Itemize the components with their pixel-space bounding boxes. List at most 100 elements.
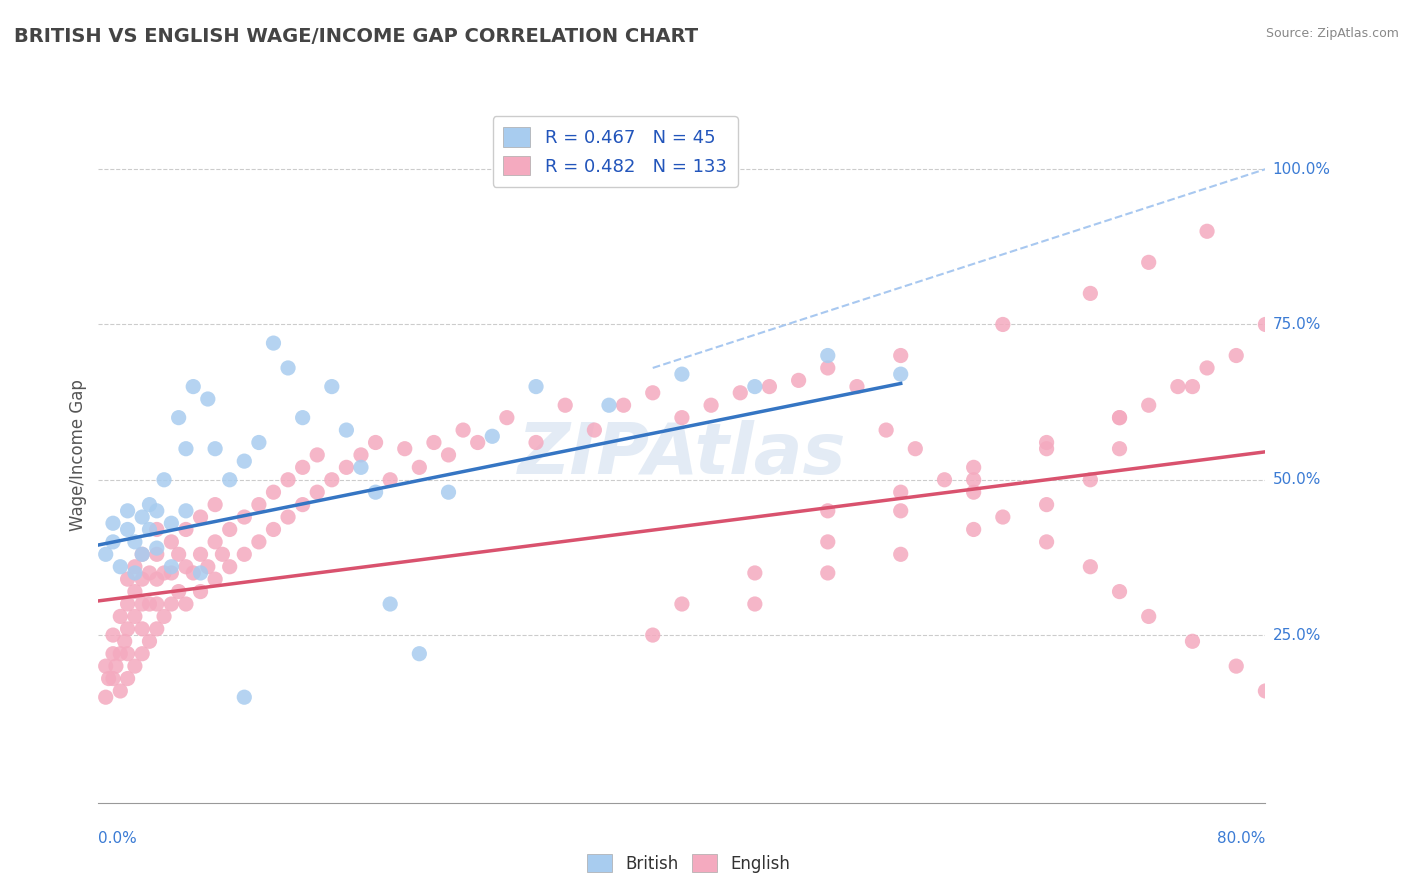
Point [167, 584, 190, 599]
Point [817, 566, 839, 580]
Point [307, 448, 329, 462]
Point [160, 566, 183, 580]
Point [890, 367, 912, 381]
Point [1167, 379, 1189, 393]
Point [233, 547, 256, 561]
Text: Source: ZipAtlas.com: Source: ZipAtlas.com [1265, 27, 1399, 40]
Point [204, 498, 226, 512]
Point [524, 379, 547, 393]
Point [94, 690, 117, 705]
Point [153, 473, 176, 487]
Point [962, 473, 984, 487]
Point [181, 566, 204, 580]
Point [467, 435, 489, 450]
Point [117, 647, 139, 661]
Point [160, 597, 183, 611]
Point [174, 523, 197, 537]
Point [218, 523, 240, 537]
Point [1195, 361, 1218, 376]
Point [641, 628, 664, 642]
Point [1181, 379, 1204, 393]
Point [671, 367, 693, 381]
Point [321, 379, 343, 393]
Point [190, 584, 212, 599]
Point [1181, 634, 1204, 648]
Point [146, 541, 169, 555]
Point [138, 634, 160, 648]
Point [524, 435, 547, 450]
Point [117, 504, 139, 518]
Point [583, 423, 606, 437]
Point [451, 423, 474, 437]
Point [104, 659, 127, 673]
Point [233, 510, 256, 524]
Point [124, 584, 146, 599]
Text: 75.0%: 75.0% [1272, 317, 1322, 332]
Point [1108, 584, 1130, 599]
Point [277, 473, 299, 487]
Point [124, 566, 146, 580]
Point [817, 349, 839, 363]
Point [146, 547, 169, 561]
Legend: British, English: British, English [581, 847, 797, 880]
Point [190, 547, 212, 561]
Point [211, 547, 233, 561]
Point [321, 473, 343, 487]
Point [101, 628, 124, 642]
Text: 80.0%: 80.0% [1218, 830, 1265, 846]
Point [146, 572, 169, 586]
Point [307, 485, 329, 500]
Point [94, 547, 117, 561]
Point [160, 534, 183, 549]
Text: 0.0%: 0.0% [98, 830, 138, 846]
Point [904, 442, 927, 456]
Point [291, 410, 314, 425]
Point [1080, 473, 1102, 487]
Point [131, 647, 153, 661]
Point [197, 559, 219, 574]
Point [598, 398, 620, 412]
Point [1035, 534, 1057, 549]
Point [131, 510, 153, 524]
Text: ZIPAtlas: ZIPAtlas [517, 420, 846, 490]
Point [94, 659, 117, 673]
Point [481, 429, 503, 443]
Point [364, 485, 387, 500]
Point [138, 523, 160, 537]
Point [1137, 609, 1160, 624]
Legend: R = 0.467   N = 45, R = 0.482   N = 133: R = 0.467 N = 45, R = 0.482 N = 133 [492, 116, 738, 186]
Point [890, 349, 912, 363]
Point [153, 566, 176, 580]
Point [117, 597, 139, 611]
Point [204, 534, 226, 549]
Point [1108, 410, 1130, 425]
Point [890, 485, 912, 500]
Point [190, 566, 212, 580]
Point [146, 622, 169, 636]
Point [641, 385, 664, 400]
Point [117, 622, 139, 636]
Point [817, 361, 839, 376]
Point [101, 672, 124, 686]
Point [146, 523, 169, 537]
Point [124, 609, 146, 624]
Point [101, 534, 124, 549]
Point [197, 392, 219, 406]
Point [350, 448, 373, 462]
Point [114, 634, 136, 648]
Point [1080, 286, 1102, 301]
Point [138, 566, 160, 580]
Point [110, 684, 132, 698]
Point [262, 485, 284, 500]
Text: 100.0%: 100.0% [1272, 161, 1330, 177]
Point [146, 597, 169, 611]
Point [1254, 318, 1277, 332]
Point [190, 510, 212, 524]
Point [110, 609, 132, 624]
Point [277, 510, 299, 524]
Point [146, 504, 169, 518]
Point [174, 597, 197, 611]
Point [204, 442, 226, 456]
Point [671, 410, 693, 425]
Point [247, 435, 270, 450]
